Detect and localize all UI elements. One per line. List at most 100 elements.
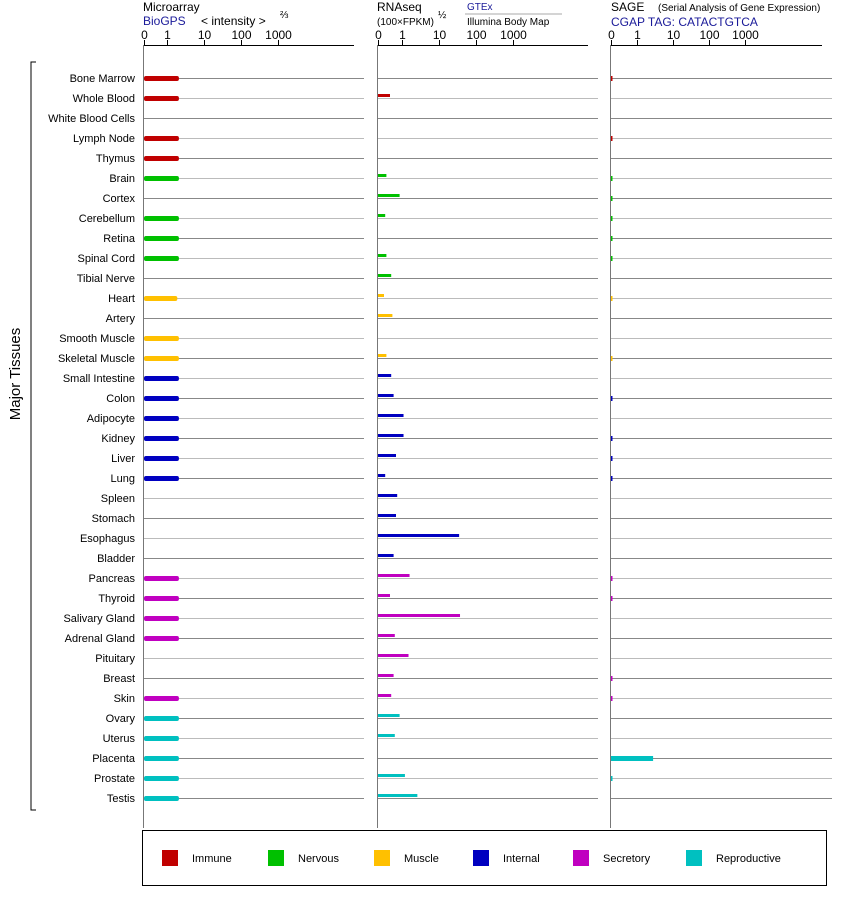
- rnaseq-bar: [378, 734, 395, 737]
- microarray-bar: [144, 236, 179, 241]
- microarray-bar: [144, 476, 179, 481]
- microarray-tick-label: 100: [231, 28, 251, 42]
- legend-swatch-nervous: [268, 850, 284, 866]
- sage-bar: [611, 296, 613, 301]
- tissue-label: Cerebellum: [79, 213, 135, 225]
- tissue-label: Pituitary: [95, 653, 135, 665]
- rnaseq-tick-label: 0: [375, 28, 382, 42]
- rnaseq-bar: [378, 454, 396, 457]
- tissue-label: Stomach: [92, 513, 135, 525]
- microarray-bar: [144, 696, 179, 701]
- rnaseq-bar: [378, 634, 395, 637]
- tissue-label: Tibial Nerve: [77, 273, 135, 285]
- legend-swatch-reproductive: [686, 850, 702, 866]
- rnaseq-bar: [378, 194, 400, 197]
- rnaseq-bar: [378, 294, 384, 297]
- rnaseq-bar: [378, 554, 394, 557]
- microarray-tick-label: 1: [164, 28, 171, 42]
- legend-swatch-muscle: [374, 850, 390, 866]
- microarray-bar: [144, 156, 179, 161]
- microarray-bar: [144, 396, 179, 401]
- rnaseq-tick-label: 1000: [500, 28, 527, 42]
- legend-swatch-internal: [473, 850, 489, 866]
- y-axis-title: Major Tissues: [7, 328, 24, 421]
- tissue-label: Kidney: [101, 433, 135, 445]
- microarray-bar: [144, 436, 179, 441]
- tissue-label: Colon: [106, 393, 135, 405]
- tissue-label: Ovary: [106, 713, 136, 725]
- microarray-bar: [144, 296, 178, 301]
- rnaseq-source-gtex: GTEx: [467, 2, 493, 13]
- tissue-label: Small Intestine: [63, 373, 135, 385]
- legend-swatch-immune: [162, 850, 178, 866]
- sage-bar: [611, 696, 613, 701]
- tissue-label: Spleen: [101, 493, 135, 505]
- tissue-label: Esophagus: [80, 533, 136, 545]
- sage-bar: [611, 136, 613, 141]
- tissue-label: Adrenal Gland: [65, 633, 135, 645]
- sage-bar: [611, 176, 613, 181]
- microarray-bar: [144, 336, 179, 341]
- sage-bar: [611, 196, 613, 201]
- tissue-label: Breast: [103, 673, 135, 685]
- rnaseq-bar: [378, 494, 398, 497]
- rnaseq-bar: [378, 674, 394, 677]
- sage-tick-label: 0: [608, 28, 615, 42]
- legend-label-secretory: Secretory: [603, 853, 651, 865]
- legend-label-immune: Immune: [192, 853, 232, 865]
- sage-bar: [611, 216, 613, 221]
- tissue-label: Prostate: [94, 773, 135, 785]
- sage-bar: [611, 756, 654, 761]
- microarray-bar: [144, 216, 179, 221]
- tissue-label: Retina: [103, 233, 136, 245]
- legend-label-muscle: Muscle: [404, 853, 439, 865]
- rnaseq-bar: [378, 414, 404, 417]
- rnaseq-bar: [378, 774, 405, 777]
- rnaseq-bar: [378, 474, 386, 477]
- tissue-label: Lymph Node: [73, 133, 135, 145]
- rnaseq-bar: [378, 694, 392, 697]
- tissue-label: Bladder: [97, 553, 135, 565]
- rnaseq-tick-label: 10: [433, 28, 447, 42]
- sage-tick-label: 100: [699, 28, 719, 42]
- microarray-bar: [144, 136, 179, 141]
- sage-bar: [611, 576, 613, 581]
- microarray-bar: [144, 416, 179, 421]
- rnaseq-bar: [378, 214, 386, 217]
- rnaseq-tick-label: 1: [399, 28, 406, 42]
- rnaseq-tick-label: 100: [466, 28, 486, 42]
- microarray-tick-label: 1000: [265, 28, 292, 42]
- microarray-source: BioGPS: [143, 14, 186, 28]
- microarray-bar: [144, 716, 179, 721]
- rnaseq-title: RNAseq: [377, 0, 422, 14]
- microarray-bar: [144, 576, 179, 581]
- tissue-label: Smooth Muscle: [59, 333, 135, 345]
- tissue-label: Heart: [108, 293, 135, 305]
- rnaseq-bar: [378, 434, 404, 437]
- sage-bar: [611, 776, 613, 781]
- microarray-exponent: ⅔: [280, 10, 289, 21]
- tissue-label: Placenta: [92, 753, 136, 765]
- sage-bar: [611, 236, 613, 241]
- rnaseq-bar: [378, 574, 410, 577]
- tissue-label: Pancreas: [89, 573, 136, 585]
- sage-tag: CGAP TAG: CATACTGTCA: [611, 15, 758, 29]
- legend-label-nervous: Nervous: [298, 853, 339, 865]
- rnaseq-unit: (100×FPKM): [377, 17, 434, 28]
- microarray-title: Microarray: [143, 0, 200, 14]
- microarray-bar: [144, 456, 179, 461]
- tissue-label: Uterus: [103, 733, 136, 745]
- tissue-label: Skeletal Muscle: [58, 353, 135, 365]
- sage-bar: [611, 396, 613, 401]
- rnaseq-bar: [378, 254, 387, 257]
- tissue-label: Cortex: [103, 193, 136, 205]
- rnaseq-source-illumina: Illumina Body Map: [467, 17, 550, 28]
- rnaseq-bar: [378, 614, 461, 617]
- microarray-bar: [144, 96, 179, 101]
- sage-tick-label: 1: [634, 28, 641, 42]
- rnaseq-bar: [378, 534, 460, 537]
- rnaseq-bar: [378, 314, 393, 317]
- microarray-bar: [144, 176, 179, 181]
- rnaseq-bar: [378, 594, 390, 597]
